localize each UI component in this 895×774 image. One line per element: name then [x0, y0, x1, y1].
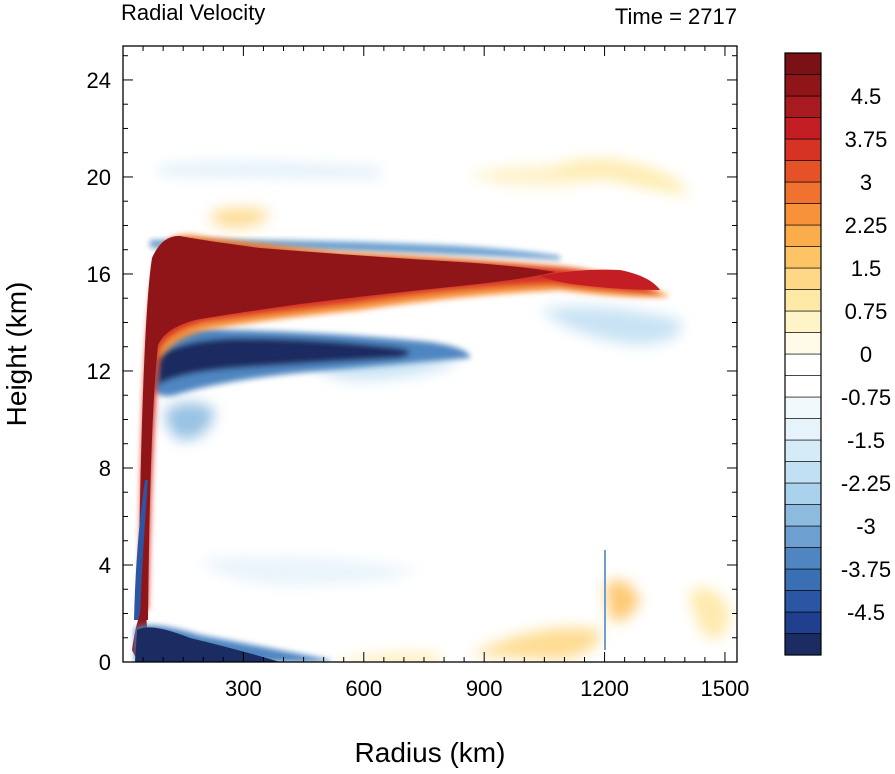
colorbar	[784, 52, 822, 656]
chart-title: Radial Velocity	[121, 0, 265, 25]
colorbar-swatch	[784, 289, 822, 312]
field-patch-low-yellow-4	[690, 587, 730, 640]
colorbar-tick-label: -0.75	[841, 385, 891, 410]
colorbar-swatch	[784, 52, 822, 75]
colorbar-tick-label: -3.75	[841, 557, 891, 582]
field-outflow-core	[138, 235, 555, 621]
y-axis: 0 4 8 12 16 20 24	[87, 55, 737, 675]
colorbar-tick-label: -3	[856, 514, 876, 539]
field-patch-upper-yellow-3	[545, 158, 690, 195]
y-tick-label: 24	[87, 68, 111, 93]
field-inflow-band-core	[155, 338, 410, 385]
field-patch-low-yellow-2	[470, 627, 601, 660]
colorbar-swatch	[784, 504, 822, 527]
colorbar-swatch	[784, 246, 822, 269]
colorbar-swatch	[784, 138, 822, 161]
colorbar-tick-label: 3.75	[845, 127, 888, 152]
colorbar-swatch	[784, 568, 822, 591]
y-tick-label: 20	[87, 165, 111, 190]
y-tick-label: 0	[99, 650, 111, 675]
colorbar-tick-label: 1.5	[851, 256, 882, 281]
colorbar-swatch	[784, 117, 822, 140]
field-patch-upper-yellow	[210, 207, 270, 228]
colorbar-swatch	[784, 375, 822, 398]
x-tick-label: 600	[345, 676, 382, 701]
x-tick-label: 300	[225, 676, 262, 701]
colorbar-tick-label: -1.5	[847, 428, 885, 453]
colorbar-tick-label: -2.25	[841, 471, 891, 496]
field-outflow-tongue	[540, 269, 660, 290]
field-patch-right-blue	[540, 306, 682, 345]
colorbar-swatch	[784, 461, 822, 484]
colorbar-swatch	[784, 525, 822, 548]
colorbar-swatch	[784, 611, 822, 634]
field-vertical-line-1200	[604, 550, 606, 650]
colorbar-ticks: 4.5 3.75 3 2.25 1.5 0.75 0 -0.75 -1.5 -2.25 -3 -3.7…	[841, 84, 891, 625]
colorbar-frame	[784, 52, 822, 656]
plot-frame	[122, 45, 738, 663]
colorbar-swatch	[784, 95, 822, 118]
x-tick-label: 900	[466, 676, 503, 701]
y-tick-label: 12	[87, 359, 111, 384]
colorbar-swatch	[784, 418, 822, 441]
field-patch-low-yellow-3	[605, 580, 640, 621]
colorbar-tick-label: 0	[860, 342, 872, 367]
y-tick-label: 16	[87, 262, 111, 287]
x-axis-label: Radius (km)	[355, 737, 506, 768]
field-patch-low-blue	[200, 556, 420, 585]
colorbar-swatch	[784, 590, 822, 613]
colorbar-swatch	[784, 267, 822, 290]
colorbar-tick-label: 2.25	[845, 213, 888, 238]
colorbar-swatch	[784, 181, 822, 204]
field-eyewall-blue	[134, 480, 148, 620]
colorbar-swatch	[784, 203, 822, 226]
colorbar-swatch	[784, 332, 822, 355]
y-tick-label: 4	[99, 553, 111, 578]
colorbar-swatch	[784, 310, 822, 333]
colorbar-tick-label: -4.5	[847, 600, 885, 625]
colorbar-swatch	[784, 224, 822, 247]
y-axis-label: Height (km)	[1, 282, 32, 427]
field-patch-upper-blue	[160, 163, 380, 178]
chart-time-label: Time = 2717	[615, 4, 737, 29]
colorbar-swatch	[784, 160, 822, 183]
colorbar-tick-label: 3	[860, 170, 872, 195]
colorbar-tick-label: 0.75	[845, 299, 888, 324]
colorbar-swatch	[784, 547, 822, 570]
colorbar-swatch	[784, 353, 822, 376]
x-tick-label: 1500	[700, 676, 749, 701]
colorbar-tick-label: 4.5	[851, 84, 882, 109]
colorbar-swatch	[784, 396, 822, 419]
colorbar-swatch	[784, 74, 822, 97]
colorbar-swatch	[784, 439, 822, 462]
x-tick-label: 1200	[580, 676, 629, 701]
colorbar-swatch	[784, 482, 822, 505]
field-patch-mid-blue	[165, 402, 215, 440]
field-patch-low-yellow	[341, 653, 440, 662]
y-tick-label: 8	[99, 456, 111, 481]
heatmap-field	[123, 46, 737, 662]
x-axis: 300 600 900 1200 1500	[142, 46, 749, 701]
colorbar-swatch	[784, 633, 822, 656]
